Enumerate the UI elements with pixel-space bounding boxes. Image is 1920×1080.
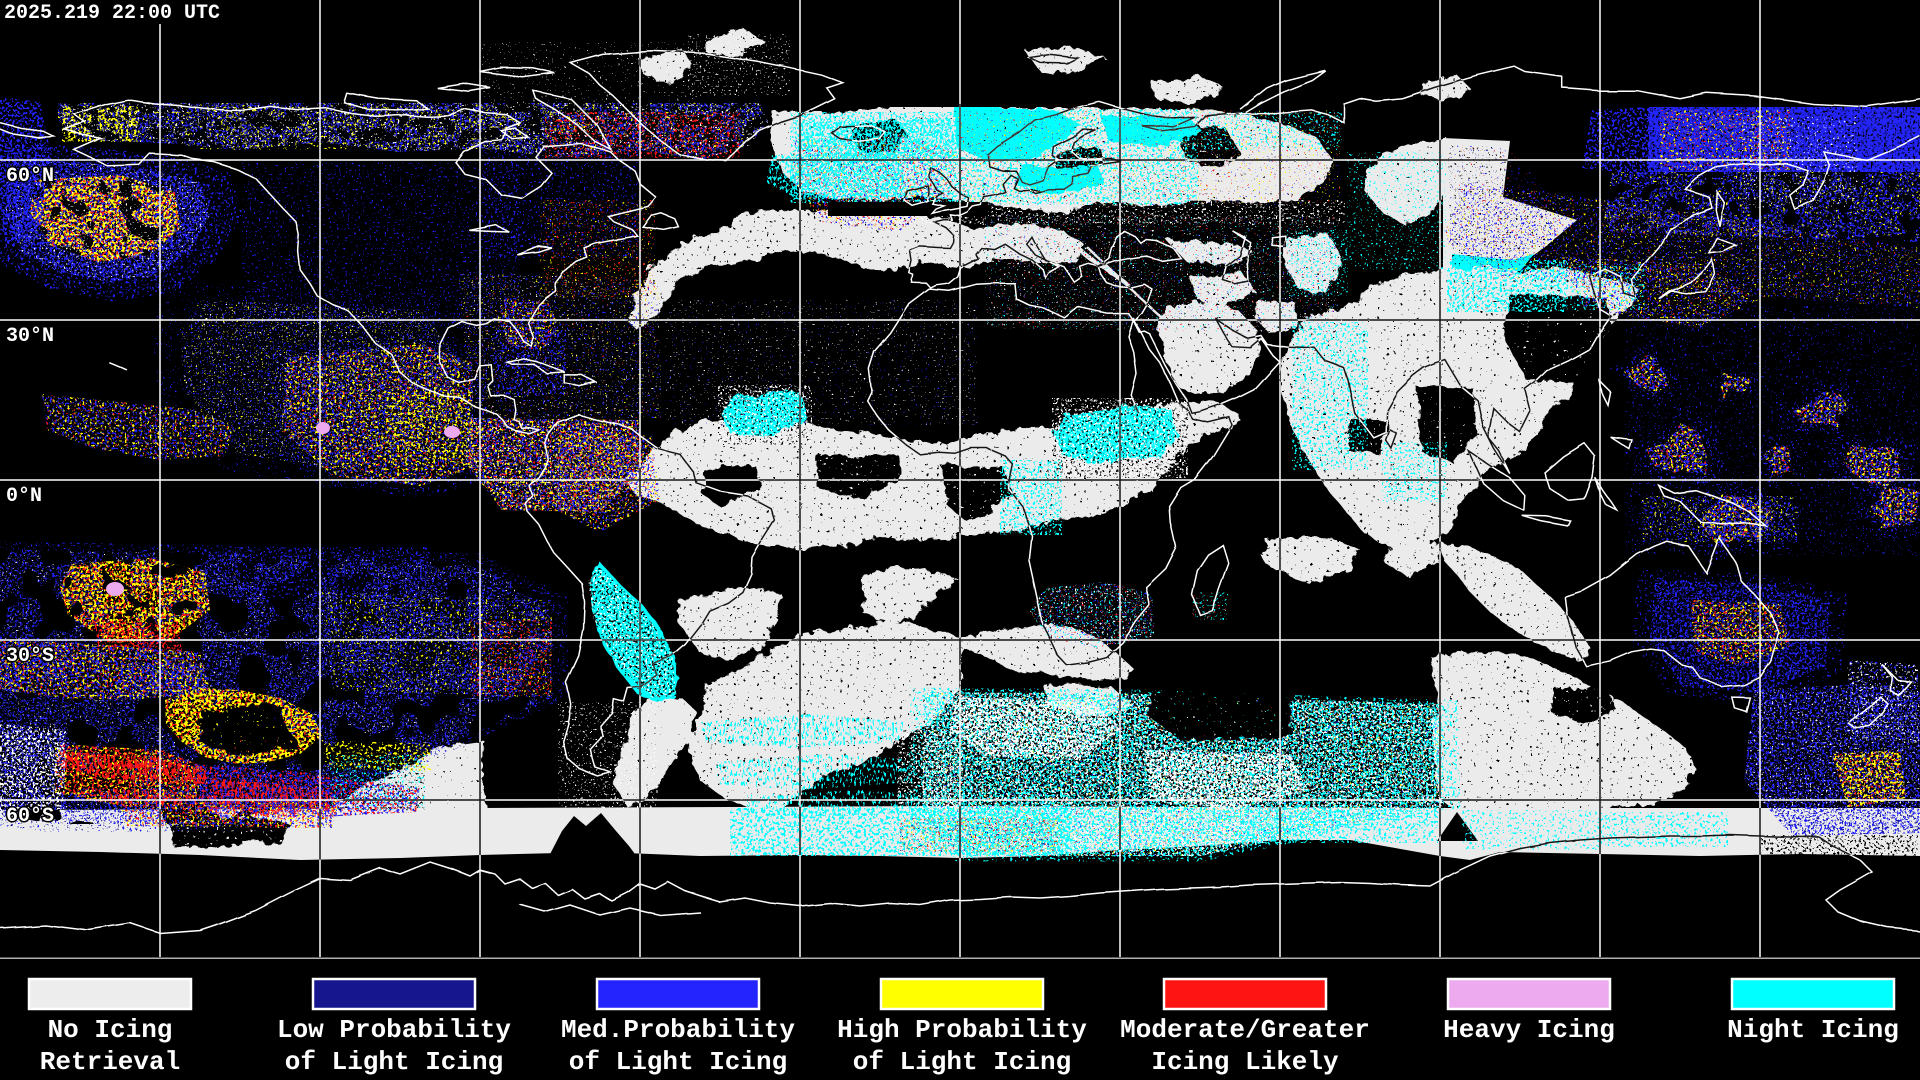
svg-text:Icing Likely: Icing Likely: [1151, 1047, 1339, 1077]
svg-text:of Light Icing: of Light Icing: [853, 1047, 1071, 1077]
svg-text:No Icing: No Icing: [48, 1015, 173, 1045]
svg-text:High Probability: High Probability: [837, 1015, 1087, 1045]
svg-text:Retrieval: Retrieval: [40, 1047, 180, 1077]
svg-text:60°S: 60°S: [6, 805, 54, 828]
svg-text:Low Probability: Low Probability: [277, 1015, 511, 1045]
svg-text:Med.Probability: Med.Probability: [561, 1015, 795, 1045]
svg-text:0°N: 0°N: [6, 485, 42, 508]
svg-text:60°N: 60°N: [6, 165, 54, 188]
svg-text:30°S: 30°S: [6, 645, 54, 668]
svg-text:30°N: 30°N: [6, 325, 54, 348]
svg-text:of Light Icing: of Light Icing: [569, 1047, 787, 1077]
svg-text:2025.219 22:00 UTC: 2025.219 22:00 UTC: [4, 2, 220, 25]
svg-text:Night Icing: Night Icing: [1727, 1015, 1899, 1045]
svg-text:Heavy Icing: Heavy Icing: [1443, 1015, 1615, 1045]
svg-text:of Light Icing: of Light Icing: [285, 1047, 503, 1077]
svg-text:Moderate/Greater: Moderate/Greater: [1120, 1015, 1370, 1045]
